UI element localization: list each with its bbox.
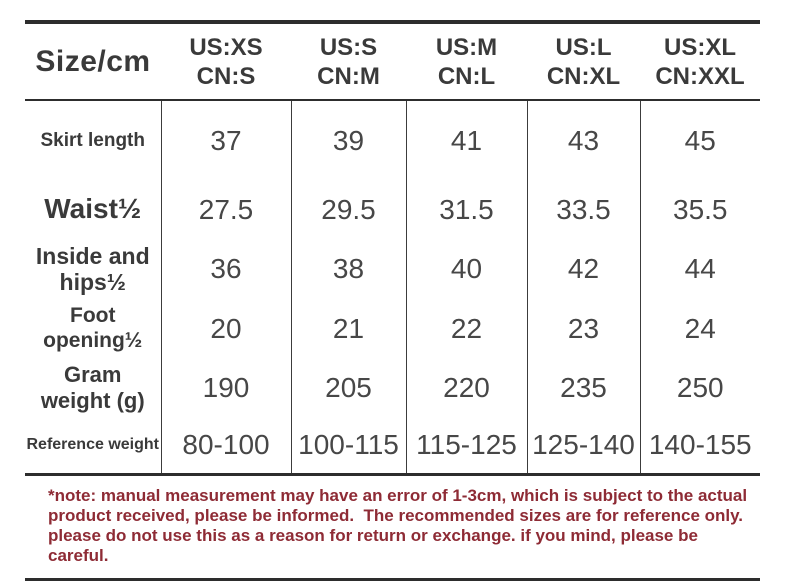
us-size-label: US:XL (664, 33, 736, 61)
cn-size-label: CN:XL (546, 62, 621, 90)
row-label: Inside and hips½ (35, 242, 150, 295)
table-cell: 24 (639, 299, 760, 358)
row-label: Gram weight (g) (40, 362, 145, 413)
table-cell: 33.5 (526, 180, 640, 239)
table-cell: 38 (290, 239, 406, 299)
row-label: Waist½ (44, 193, 142, 225)
table-cell: 44 (639, 239, 760, 299)
table-cell: 37 (160, 100, 291, 180)
table-row-skirt-length: Skirt length 37 39 41 43 45 (25, 100, 760, 180)
table-cell: 250 (639, 358, 760, 417)
table-cell: 115-125 (405, 417, 527, 474)
table-cell: 100-115 (290, 417, 406, 474)
table-cell: 36 (160, 239, 291, 299)
cn-size-label: CN:L (437, 62, 496, 90)
us-size-label: US:XS (189, 33, 263, 61)
row-label: Reference weight (26, 435, 159, 453)
row-label: Skirt length (40, 129, 145, 151)
table-cell: 45 (639, 100, 760, 180)
table-cell: 40 (405, 239, 527, 299)
bottom-divider (25, 578, 760, 581)
table-cell: 27.5 (160, 180, 291, 239)
table-cell: 43 (526, 100, 640, 180)
column-header-xl: US:XL CN:XXL (640, 22, 760, 100)
table-cell: 190 (160, 358, 291, 417)
table-cell: 20 (160, 299, 291, 358)
table-cell: 31.5 (405, 180, 527, 239)
table-cell: 205 (290, 358, 406, 417)
table-cell: 23 (526, 299, 640, 358)
table-row-waist: Waist½ 27.5 29.5 31.5 33.5 35.5 (25, 180, 760, 239)
cn-size-label: CN:XXL (655, 62, 745, 90)
table-title: Size/cm (35, 44, 151, 78)
column-header-xs: US:XS CN:S (161, 22, 291, 100)
table-cell: 140-155 (639, 417, 760, 474)
table-cell: 39 (290, 100, 406, 180)
column-header-m: US:M CN:L (406, 22, 527, 100)
us-size-label: US:S (319, 33, 378, 61)
table-row-gram-weight: Gram weight (g) 190 205 220 235 250 (25, 358, 760, 417)
row-label: Foot opening½ (43, 304, 143, 352)
table-row-inside-and-hips: Inside and hips½ 36 38 40 42 44 (25, 239, 760, 299)
table-cell: 29.5 (290, 180, 406, 239)
table-cell: 125-140 (526, 417, 640, 474)
table-cell: 35.5 (639, 180, 760, 239)
table-cell: 22 (405, 299, 527, 358)
table-cell: 42 (526, 239, 640, 299)
table-cell: 220 (405, 358, 527, 417)
table-cell: 235 (526, 358, 640, 417)
header-row: Size/cm US:XS CN:S US:S CN:M US:M CN:L U… (25, 22, 760, 100)
table-row-reference-weight: Reference weight 80-100 100-115 115-125 … (25, 417, 760, 474)
column-header-s: US:S CN:M (291, 22, 406, 100)
table-cell: 80-100 (160, 417, 291, 474)
table-row-foot-opening: Foot opening½ 20 21 22 23 24 (25, 299, 760, 358)
cn-size-label: CN:M (317, 62, 380, 90)
us-size-label: US:L (555, 33, 612, 61)
size-table: Size/cm US:XS CN:S US:S CN:M US:M CN:L U… (25, 20, 760, 476)
table-cell: 21 (290, 299, 406, 358)
cn-size-label: CN:S (196, 62, 256, 90)
us-size-label: US:M (435, 33, 498, 61)
size-chart-page: Size/cm US:XS CN:S US:S CN:M US:M CN:L U… (0, 20, 790, 584)
column-header-l: US:L CN:XL (527, 22, 640, 100)
table-cell: 41 (405, 100, 527, 180)
measurement-note: *note: manual measurement may have an er… (48, 485, 748, 565)
